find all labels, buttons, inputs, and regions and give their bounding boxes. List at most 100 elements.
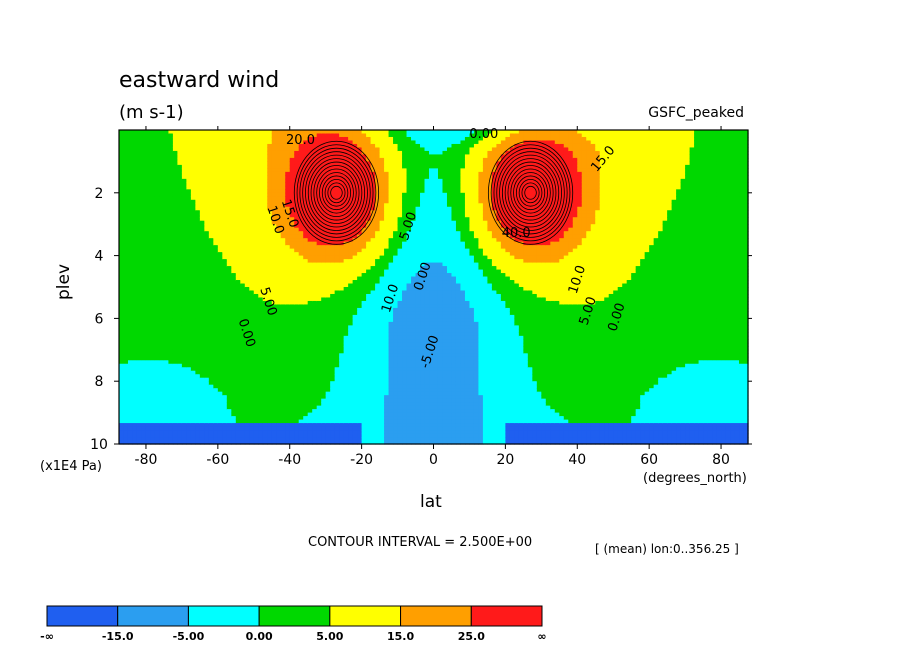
- field-cell: [159, 353, 165, 358]
- field-cell: [258, 154, 264, 159]
- field-cell: [186, 280, 192, 285]
- field-cell: [298, 293, 304, 299]
- field-cell: [294, 416, 300, 421]
- field-cell: [249, 185, 255, 190]
- field-cell: [181, 276, 187, 281]
- field-cell: [190, 391, 196, 396]
- field-cell: [150, 262, 156, 267]
- field-cell: [307, 349, 313, 354]
- field-cell: [186, 283, 192, 288]
- field-cell: [190, 419, 196, 424]
- field-cell: [154, 349, 161, 354]
- field-cell: [159, 150, 165, 156]
- field-cell: [303, 395, 309, 400]
- field-cell: [303, 388, 309, 393]
- field-cell: [244, 437, 250, 442]
- field-cell: [240, 164, 246, 169]
- field-cell: [213, 189, 219, 194]
- field-cell: [190, 370, 196, 375]
- field-cell: [213, 346, 219, 351]
- field-cell: [289, 318, 295, 323]
- field-cell: [141, 192, 147, 197]
- field-cell: [145, 433, 152, 438]
- field-cell: [195, 206, 201, 211]
- field-cell: [321, 245, 327, 250]
- field-cell: [289, 304, 295, 309]
- field-cell: [132, 304, 138, 309]
- field-cell: [316, 210, 322, 215]
- field-cell: [258, 353, 264, 358]
- field-cell: [361, 402, 367, 407]
- field-cell: [325, 342, 331, 347]
- field-cell: [348, 353, 354, 358]
- field-cell: [240, 416, 246, 421]
- field-cell: [258, 280, 264, 285]
- field-cell: [177, 136, 183, 142]
- field-cell: [181, 203, 187, 208]
- field-cell: [235, 423, 241, 428]
- field-cell: [262, 234, 268, 239]
- field-cell: [127, 287, 134, 292]
- field-cell: [159, 419, 165, 424]
- field-cell: [159, 269, 165, 274]
- field-cell: [172, 164, 179, 169]
- field-cell: [208, 328, 214, 333]
- field-cell: [199, 349, 205, 354]
- field-cell: [159, 328, 165, 333]
- field-cell: [276, 328, 282, 333]
- field-cell: [271, 377, 277, 382]
- field-cell: [141, 224, 147, 229]
- field-cell: [168, 381, 174, 386]
- field-cell: [190, 381, 196, 386]
- field-cell: [303, 304, 309, 309]
- field-cell: [240, 426, 246, 431]
- field-cell: [343, 259, 349, 264]
- field-cell: [244, 168, 250, 173]
- field-cell: [289, 280, 295, 285]
- field-cell: [217, 227, 223, 232]
- field-cell: [258, 241, 264, 246]
- field-cell: [123, 196, 129, 201]
- field-cell: [258, 440, 264, 445]
- field-cell: [190, 342, 196, 347]
- field-cell: [343, 224, 349, 229]
- field-cell: [298, 206, 304, 211]
- field-cell: [361, 335, 367, 340]
- field-cell: [280, 255, 286, 260]
- field-cell: [199, 388, 205, 393]
- field-cell: [361, 307, 367, 313]
- field-cell: [172, 154, 179, 159]
- field-cell: [352, 185, 358, 190]
- field-cell: [253, 360, 259, 365]
- field-cell: [276, 391, 282, 396]
- field-cell: [348, 203, 354, 208]
- field-cell: [181, 280, 187, 285]
- field-cell: [330, 147, 336, 152]
- field-cell: [195, 199, 201, 204]
- field-cell: [163, 335, 170, 340]
- field-cell: [132, 398, 138, 403]
- field-cell: [285, 391, 291, 396]
- field-cell: [145, 409, 152, 414]
- field-cell: [217, 175, 223, 180]
- field-cell: [262, 178, 268, 183]
- field-cell: [154, 224, 161, 229]
- field-cell: [123, 342, 129, 347]
- field-cell: [334, 426, 340, 431]
- field-cell: [154, 290, 161, 295]
- field-cell: [226, 370, 232, 375]
- field-cell: [271, 342, 277, 347]
- field-cell: [361, 252, 367, 257]
- field-cell: [208, 185, 214, 190]
- field-cell: [177, 363, 183, 368]
- field-cell: [127, 210, 134, 215]
- field-cell: [348, 273, 354, 278]
- field-cell: [276, 269, 282, 274]
- field-cell: [213, 328, 219, 333]
- field-cell: [312, 293, 318, 299]
- field-cell: [258, 182, 264, 187]
- field-cell: [271, 391, 277, 396]
- field-cell: [361, 332, 367, 337]
- field-cell: [231, 130, 237, 135]
- field-cell: [321, 297, 327, 302]
